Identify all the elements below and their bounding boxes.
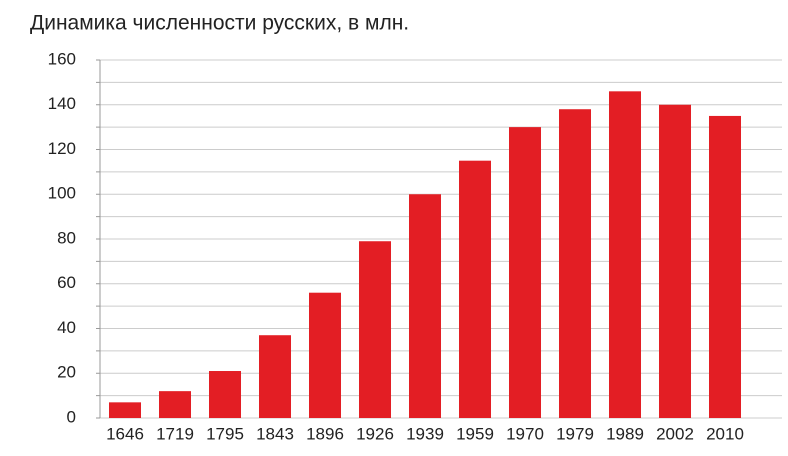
bar <box>409 194 441 418</box>
x-tick-label: 1926 <box>356 424 394 443</box>
x-tick-label: 1959 <box>456 424 494 443</box>
bar <box>659 104 691 418</box>
bar <box>359 241 391 418</box>
chart-title: Динамика численности русских, в млн. <box>30 12 409 35</box>
x-tick-label: 1719 <box>156 424 194 443</box>
y-tick-label: 60 <box>57 273 76 292</box>
x-tick-label: 2010 <box>706 424 744 443</box>
bar <box>259 335 291 418</box>
x-tick-label: 2002 <box>656 424 694 443</box>
bar <box>309 292 341 418</box>
x-tick-label: 1646 <box>106 424 144 443</box>
bar <box>209 371 241 418</box>
y-tick-label: 20 <box>57 363 76 382</box>
bar <box>459 160 491 418</box>
y-tick-label: 0 <box>67 407 76 426</box>
bar <box>609 91 641 418</box>
y-tick-label: 40 <box>57 318 76 337</box>
y-tick-label: 140 <box>48 94 76 113</box>
y-tick-label: 100 <box>48 184 76 203</box>
bar <box>559 109 591 418</box>
x-tick-label: 1939 <box>406 424 444 443</box>
x-tick-label: 1970 <box>506 424 544 443</box>
bar <box>709 115 741 418</box>
y-tick-label: 160 <box>48 49 76 68</box>
bar <box>159 391 191 418</box>
x-tick-label: 1843 <box>256 424 294 443</box>
bar <box>509 127 541 418</box>
x-tick-label: 1979 <box>556 424 594 443</box>
y-tick-label: 120 <box>48 139 76 158</box>
x-tick-label: 1795 <box>206 424 244 443</box>
y-tick-label: 80 <box>57 228 76 247</box>
x-tick-label: 1989 <box>606 424 644 443</box>
bar <box>109 402 141 418</box>
x-tick-label: 1896 <box>306 424 344 443</box>
